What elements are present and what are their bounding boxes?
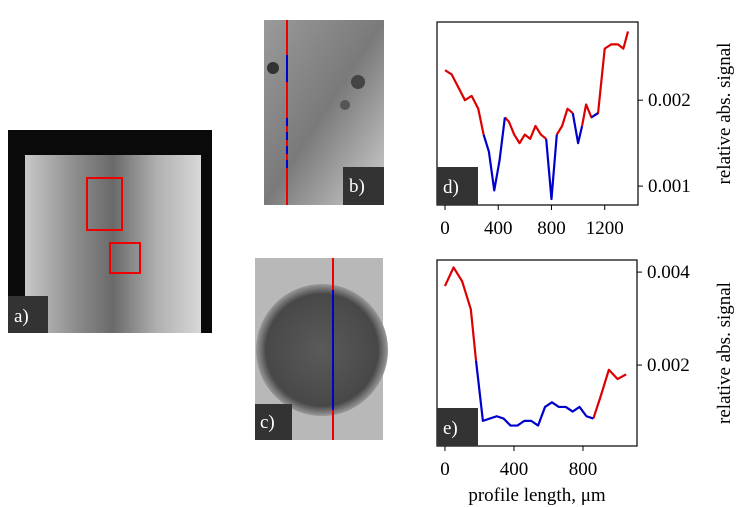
panel-label: e) bbox=[443, 418, 458, 439]
y-tick-label: 0.004 bbox=[647, 262, 690, 283]
profile-line bbox=[474, 360, 594, 427]
y-axis-label: relative abs. signal bbox=[714, 43, 735, 185]
x-tick-label: 0 bbox=[440, 459, 450, 480]
panel-label-box bbox=[437, 408, 478, 446]
x-axis-label: profile length, μm bbox=[468, 485, 606, 506]
x-tick-label: 400 bbox=[500, 459, 529, 480]
panel-label: b) bbox=[349, 176, 365, 197]
x-tick-label: 800 bbox=[537, 218, 566, 239]
y-tick-label: 0.002 bbox=[647, 355, 690, 376]
panel-label: a) bbox=[14, 306, 29, 327]
profile-line bbox=[444, 31, 630, 145]
panel-label: d) bbox=[443, 177, 459, 198]
plot-frame bbox=[436, 259, 638, 447]
plot-frame bbox=[436, 21, 639, 206]
y-axis-label: relative abs. signal bbox=[714, 282, 735, 424]
y-tick-label: 0.002 bbox=[648, 90, 691, 111]
profile-line bbox=[443, 266, 627, 419]
y-tick-label: 0.001 bbox=[648, 176, 691, 197]
image-b: b) bbox=[264, 20, 384, 205]
panel-label-box bbox=[437, 167, 478, 205]
panel-label: c) bbox=[260, 412, 275, 433]
x-tick-label: 1200 bbox=[586, 218, 624, 239]
x-tick-label: 800 bbox=[569, 459, 598, 480]
x-tick-label: 0 bbox=[440, 218, 450, 239]
image-c: c) bbox=[255, 258, 388, 440]
image-a: a) bbox=[8, 130, 212, 333]
profile-line bbox=[482, 112, 599, 201]
x-tick-label: 400 bbox=[484, 218, 513, 239]
